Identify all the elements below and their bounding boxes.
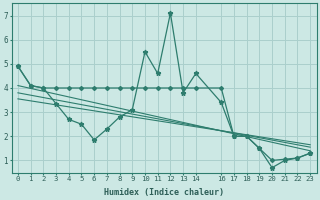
X-axis label: Humidex (Indice chaleur): Humidex (Indice chaleur): [104, 188, 224, 197]
